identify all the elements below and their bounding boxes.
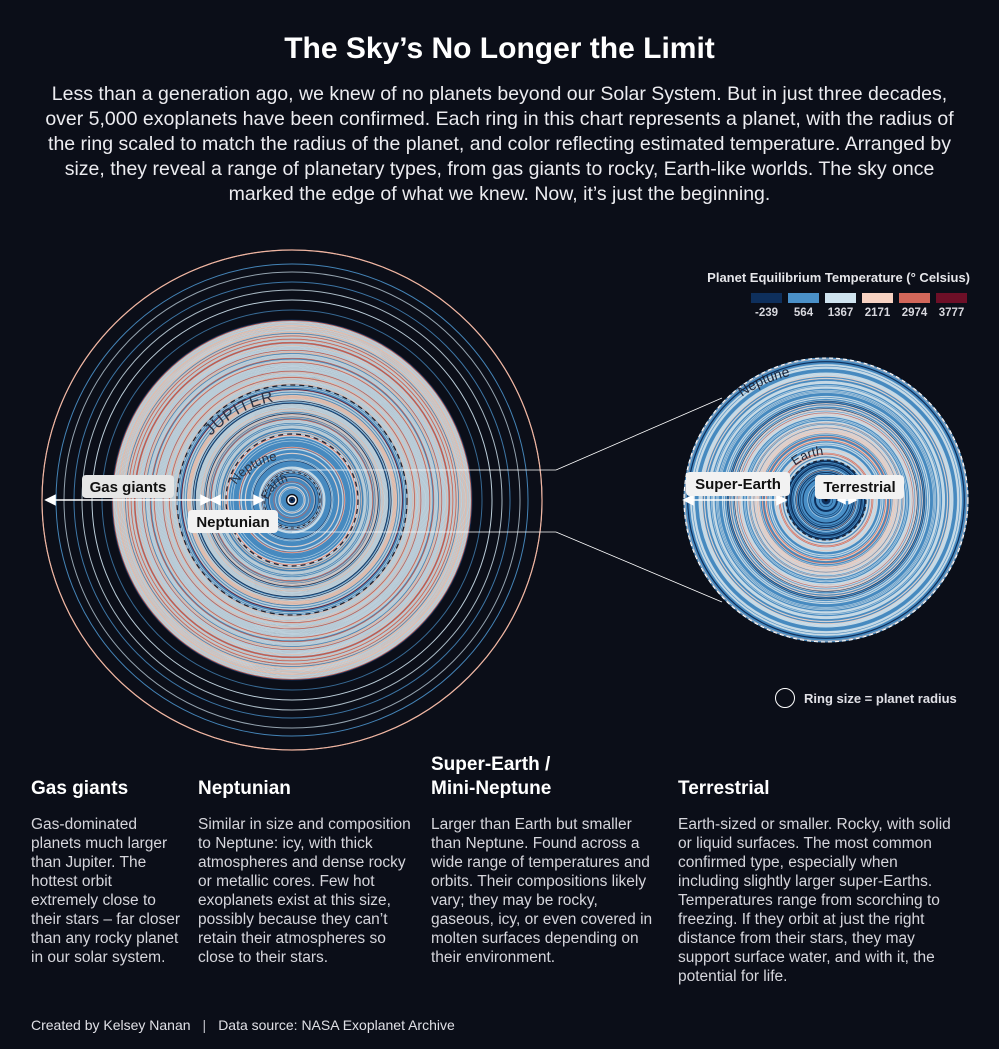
super-earth-arrow xyxy=(682,494,788,506)
size-key-label: Ring size = planet radius xyxy=(804,690,957,706)
terrestrial-tag: Terrestrial xyxy=(815,475,904,499)
planet-ring xyxy=(278,486,306,514)
legend-label: 1367 xyxy=(827,307,854,319)
legend-title: Planet Equilibrium Temperature (° Celsiu… xyxy=(707,270,970,285)
planet-ring xyxy=(270,478,314,522)
page-title: The Sky’s No Longer the Limit xyxy=(284,32,715,65)
planet-ring xyxy=(279,487,305,513)
legend-item: 2171 xyxy=(862,293,893,319)
legend-item: 3777 xyxy=(936,293,967,319)
svg-text:Super-Earth: Super-Earth xyxy=(695,476,781,493)
planet-ring xyxy=(280,488,304,512)
footer: Created by Kelsey Nanan | Data source: NAS… xyxy=(31,1017,455,1033)
planet-ring xyxy=(284,492,300,508)
planet-ring xyxy=(267,475,317,525)
super-earth-tag: Super-Earth xyxy=(686,472,790,496)
planet-ring xyxy=(283,491,301,509)
category-gas-giants: Gas giants Gas-dominated planets much la… xyxy=(31,777,181,967)
planet-ring xyxy=(276,484,308,516)
category-description: Larger than Earth but smaller than Neptu… xyxy=(431,816,653,966)
legend-label: 2171 xyxy=(864,307,891,319)
planet-ring xyxy=(268,476,316,524)
legend-swatch xyxy=(788,293,819,303)
planet-ring xyxy=(287,495,297,505)
planet-ring xyxy=(264,472,320,528)
category-description: Earth-sized or smaller. Rocky, with soli… xyxy=(678,816,951,985)
legend-swatch xyxy=(751,293,782,303)
category-heading: Neptunian xyxy=(198,778,291,799)
planet-ring xyxy=(277,485,307,515)
planet-ring xyxy=(283,491,301,509)
planet-ring xyxy=(281,489,303,511)
planet-ring xyxy=(277,485,307,515)
planet-ring xyxy=(265,473,319,527)
planet-ring xyxy=(273,481,311,519)
legend-item: -239 xyxy=(751,293,782,319)
category-heading: Gas giants xyxy=(31,778,129,799)
category-neptunian: Neptunian Similar in size and compositio… xyxy=(198,777,413,967)
zoom-connector-bottom-diag xyxy=(555,531,723,603)
planet-ring xyxy=(278,486,306,514)
legend-swatch xyxy=(862,293,893,303)
earth-reference-ring-zoom xyxy=(785,459,867,541)
zoom-connector-top-diag xyxy=(555,397,723,471)
category-terrestrial: Terrestrial Earth-sized or smaller. Rock… xyxy=(678,777,960,986)
planet-ring xyxy=(275,483,309,517)
legend-swatch xyxy=(936,293,967,303)
planet-ring xyxy=(280,488,304,512)
planet-ring xyxy=(281,489,303,511)
legend-swatch xyxy=(899,293,930,303)
legend-label: -239 xyxy=(754,307,779,319)
svg-text:Terrestrial: Terrestrial xyxy=(823,479,895,496)
legend-label: 2974 xyxy=(901,307,928,319)
planet-ring xyxy=(275,483,309,517)
category-description: Gas-dominated planets much larger than J… xyxy=(31,816,181,966)
big-ring-disc xyxy=(41,249,543,751)
planet-ring xyxy=(268,476,316,524)
planet-ring xyxy=(274,482,310,518)
planet-ring xyxy=(289,497,295,503)
temperature-legend: -239 564 1367 2171 2974 3777 xyxy=(751,293,967,319)
legend-item: 1367 xyxy=(825,293,856,319)
svg-text:Neptunian: Neptunian xyxy=(196,514,269,531)
intro-paragraph: Less than a generation ago, we knew of n… xyxy=(45,83,954,205)
neptune-reference-ring-zoom xyxy=(683,357,969,643)
planet-ring xyxy=(269,477,315,523)
ring-diagram: JUPITER Neptune Earth Neptune Earth Gas … xyxy=(41,249,969,751)
planet-ring xyxy=(284,492,300,508)
earth-reference-ring xyxy=(263,471,321,529)
planet-ring xyxy=(272,480,312,520)
planet-ring xyxy=(265,473,319,527)
ring-size-icon xyxy=(775,688,795,708)
planet-ring xyxy=(282,490,302,510)
planet-ring xyxy=(266,474,318,526)
gas-giants-tag: Gas giants xyxy=(82,475,174,498)
planet-ring xyxy=(266,474,318,526)
source-text: Data source: NASA Exoplanet Archive xyxy=(218,1017,455,1033)
legend-item: 2974 xyxy=(899,293,930,319)
category-heading: Terrestrial xyxy=(678,778,770,799)
planet-ring xyxy=(271,479,313,521)
category-heading: Super-Earth / Mini-Neptune xyxy=(431,754,552,799)
neptunian-arrow xyxy=(209,494,265,506)
planet-ring xyxy=(41,249,543,751)
footer-separator: | xyxy=(202,1017,207,1033)
planet-ring xyxy=(269,477,315,523)
category-super-earth: Super-Earth / Mini-Neptune Larger than E… xyxy=(431,753,663,967)
legend-swatch xyxy=(825,293,856,303)
legend-label: 564 xyxy=(793,307,814,319)
gas-giants-arrow xyxy=(44,494,212,506)
neptunian-tag: Neptunian xyxy=(188,510,278,533)
category-description: Similar in size and composition to Neptu… xyxy=(198,816,411,966)
planet-ring xyxy=(274,482,310,518)
legend-label: 3777 xyxy=(938,307,965,319)
size-key: Ring size = planet radius xyxy=(775,688,957,708)
credit-text: Created by Kelsey Nanan xyxy=(31,1017,191,1033)
legend-item: 564 xyxy=(788,293,819,319)
planet-ring xyxy=(272,480,312,520)
planet-ring xyxy=(271,479,313,521)
svg-text:Gas giants: Gas giants xyxy=(90,479,167,496)
